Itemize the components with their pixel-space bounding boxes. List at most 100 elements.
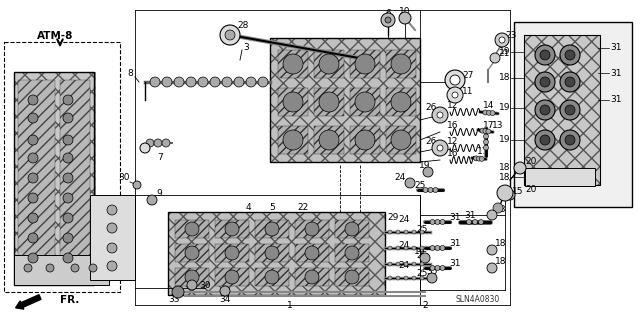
Text: 26: 26	[426, 103, 437, 113]
Circle shape	[89, 264, 97, 272]
Circle shape	[147, 195, 157, 205]
Bar	[514, 22, 632, 207]
Text: 22: 22	[298, 203, 308, 211]
Circle shape	[499, 37, 505, 43]
Text: 9: 9	[156, 189, 162, 198]
Circle shape	[420, 262, 424, 266]
Circle shape	[265, 270, 279, 284]
Circle shape	[450, 75, 460, 85]
Circle shape	[483, 139, 488, 145]
Circle shape	[162, 139, 170, 147]
Circle shape	[305, 246, 319, 260]
Circle shape	[472, 219, 477, 225]
Circle shape	[107, 223, 117, 233]
Text: 27: 27	[462, 70, 474, 79]
Circle shape	[535, 130, 555, 150]
Circle shape	[345, 270, 359, 284]
Bar	[168, 212, 385, 295]
Text: 31: 31	[449, 212, 461, 221]
Bar	[18, 80, 55, 285]
Circle shape	[355, 54, 375, 74]
Circle shape	[246, 77, 256, 87]
Circle shape	[560, 72, 580, 92]
Circle shape	[487, 263, 497, 273]
Circle shape	[514, 162, 526, 174]
Circle shape	[474, 156, 479, 161]
Text: 33: 33	[168, 295, 180, 305]
Bar	[295, 220, 329, 238]
Text: SLN4A0830: SLN4A0830	[456, 295, 500, 305]
Circle shape	[46, 264, 54, 272]
Circle shape	[186, 77, 196, 87]
Text: 24: 24	[399, 216, 410, 225]
Circle shape	[63, 153, 73, 163]
Text: 31: 31	[449, 258, 461, 268]
Circle shape	[505, 190, 515, 200]
Bar	[270, 38, 420, 162]
Text: 28: 28	[237, 20, 248, 29]
Circle shape	[388, 230, 392, 234]
Bar	[175, 220, 209, 238]
Circle shape	[565, 105, 575, 115]
Circle shape	[440, 265, 445, 271]
Text: 17: 17	[483, 121, 495, 130]
Text: 19: 19	[414, 248, 426, 256]
Text: 5: 5	[269, 203, 275, 211]
Bar	[314, 126, 344, 154]
Circle shape	[355, 92, 375, 112]
Circle shape	[28, 193, 38, 203]
Circle shape	[396, 230, 400, 234]
Text: ATM-8: ATM-8	[37, 31, 73, 41]
Circle shape	[63, 213, 73, 223]
Circle shape	[404, 246, 408, 250]
Circle shape	[497, 185, 513, 201]
Circle shape	[28, 135, 38, 145]
Circle shape	[483, 110, 488, 115]
Circle shape	[355, 130, 375, 150]
Circle shape	[540, 50, 550, 60]
Circle shape	[198, 77, 208, 87]
Text: 18: 18	[499, 164, 510, 173]
Circle shape	[133, 181, 141, 189]
Circle shape	[560, 100, 580, 120]
Text: 20: 20	[525, 186, 536, 195]
Text: 18: 18	[499, 173, 510, 182]
Bar	[14, 72, 95, 285]
Circle shape	[63, 135, 73, 145]
Circle shape	[28, 233, 38, 243]
Circle shape	[185, 222, 199, 236]
Bar	[314, 50, 344, 78]
Circle shape	[28, 253, 38, 263]
Bar	[278, 126, 308, 154]
Circle shape	[423, 188, 428, 192]
Circle shape	[440, 219, 445, 225]
Bar	[90, 195, 135, 280]
Text: 17: 17	[477, 147, 488, 157]
Circle shape	[210, 77, 220, 87]
Circle shape	[283, 92, 303, 112]
Bar	[270, 38, 420, 162]
Text: 34: 34	[220, 295, 230, 305]
Circle shape	[283, 54, 303, 74]
Circle shape	[447, 87, 463, 103]
Circle shape	[412, 246, 416, 250]
Text: 7: 7	[157, 152, 163, 161]
Circle shape	[225, 270, 239, 284]
Circle shape	[345, 222, 359, 236]
Text: 31: 31	[464, 211, 476, 220]
Circle shape	[265, 222, 279, 236]
Text: 26: 26	[426, 137, 437, 146]
Circle shape	[487, 210, 497, 220]
Circle shape	[435, 246, 440, 250]
Circle shape	[427, 273, 437, 283]
Circle shape	[486, 129, 491, 134]
Bar	[525, 168, 595, 186]
Circle shape	[391, 130, 411, 150]
Circle shape	[396, 276, 400, 280]
Circle shape	[391, 54, 411, 74]
Text: 19: 19	[499, 136, 510, 145]
Bar	[278, 50, 308, 78]
Circle shape	[433, 188, 438, 192]
Text: 32: 32	[186, 273, 198, 283]
Circle shape	[185, 246, 199, 260]
